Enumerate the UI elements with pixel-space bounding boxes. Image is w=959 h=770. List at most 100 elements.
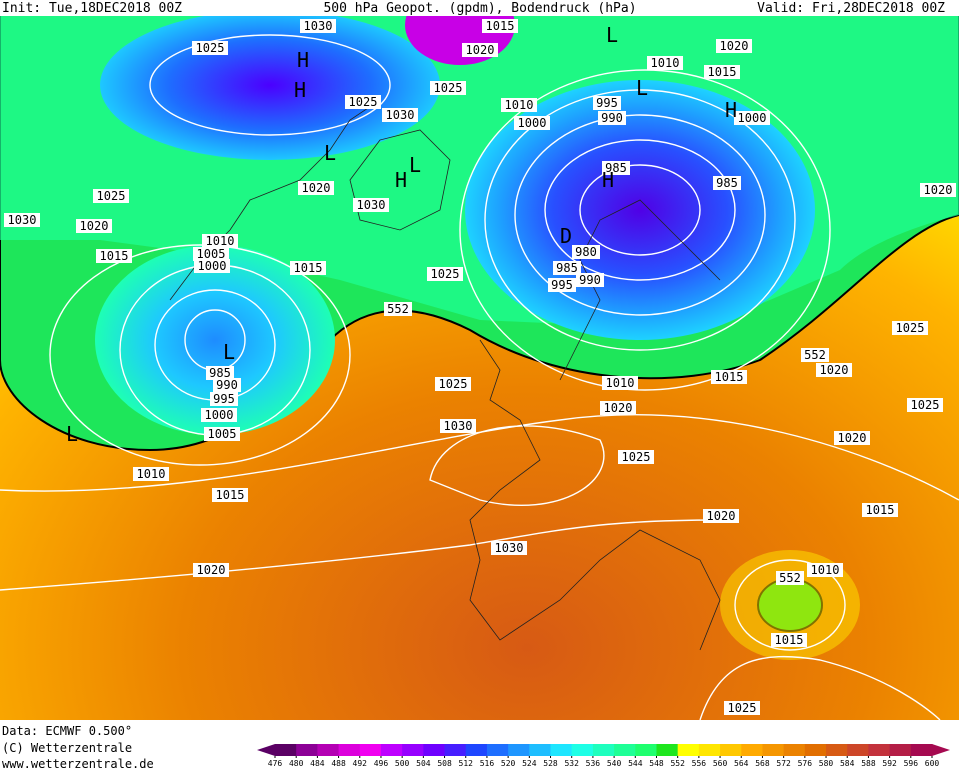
isobar-label: 1025 — [728, 701, 757, 715]
colorbar-cell — [910, 744, 933, 756]
isobar-label-box — [716, 39, 752, 53]
colorbar-label: 520 — [501, 759, 516, 768]
isobar-label-box — [734, 111, 770, 125]
pressure-center: L — [223, 340, 235, 364]
low-east — [465, 80, 815, 340]
isobar-label: 985 — [556, 261, 578, 275]
colorbar-label: 500 — [395, 759, 410, 768]
map-title: 500 hPa Geopot. (gpdm), Bodendruck (hPa) — [323, 1, 636, 16]
isobar-label-box — [501, 98, 537, 112]
isobar-label: 1000 — [205, 408, 234, 422]
isobar-label-box — [213, 378, 241, 392]
pressure-center: L — [324, 141, 336, 165]
isobar-label-box — [711, 370, 747, 384]
isobar-label-box — [193, 563, 229, 577]
colorbar-label: 560 — [713, 759, 728, 768]
isobar-label-box — [553, 261, 581, 275]
isobar-label: 1010 — [137, 467, 166, 481]
isobar-label-box — [801, 348, 829, 362]
colorbar-label: 532 — [564, 759, 579, 768]
isobar-label-box — [602, 376, 638, 390]
colorbar-cell — [656, 744, 679, 756]
isobar-label-box — [713, 176, 741, 190]
colorbar-cell — [741, 744, 763, 756]
colorbar-cell — [338, 744, 361, 756]
isobar-label: 1030 — [8, 213, 37, 227]
colorbar-arrow-right — [932, 744, 950, 756]
isobar-label-box — [192, 41, 228, 55]
isobar-label-box — [598, 111, 626, 125]
colorbar-cell — [592, 744, 615, 756]
isobar-label-box — [298, 181, 334, 195]
colorbar-label: 508 — [437, 759, 452, 768]
colorbar-cell — [296, 744, 318, 756]
colorbar-label: 512 — [459, 759, 474, 768]
isobar-label-box — [647, 56, 683, 70]
isobar-label: 980 — [575, 245, 597, 259]
isobar-label: 552 — [779, 571, 801, 585]
colorbar-label: 544 — [628, 759, 643, 768]
isobar-label-box — [907, 398, 943, 412]
colorbar-label: 548 — [649, 759, 664, 768]
isobar-label: 990 — [579, 273, 601, 287]
isobar-label: 1020 — [302, 181, 331, 195]
colorbar-label: 516 — [480, 759, 495, 768]
isobar-label: 985 — [716, 176, 738, 190]
init-time: Init: Tue,18DEC2018 00Z — [2, 1, 182, 16]
isobar-label: 1015 — [708, 65, 737, 79]
isobar-label: 1020 — [604, 401, 633, 415]
isobar-label: 1030 — [495, 541, 524, 555]
isobar-label: 990 — [601, 111, 623, 125]
isobar-label-box — [600, 401, 636, 415]
isobar-label: 1025 — [439, 377, 468, 391]
colorbar-label: 600 — [925, 759, 940, 768]
isobar-label: 1030 — [444, 419, 473, 433]
isobar-label-box — [862, 503, 898, 517]
colorbar-label: 540 — [607, 759, 622, 768]
isobar-label-box — [514, 116, 550, 130]
data-source: Data: ECMWF 0.500° — [2, 724, 132, 738]
colorbar-cell — [529, 744, 552, 756]
colorbar-cell — [465, 744, 488, 756]
isobar-label-box — [807, 563, 843, 577]
header-panel — [0, 0, 959, 16]
isobar-label: 1025 — [97, 189, 126, 203]
isobar-label-box — [920, 183, 956, 197]
colorbar-cell — [317, 744, 340, 756]
colorbar-cell — [359, 744, 382, 756]
isobar-label-box — [93, 189, 129, 203]
isobar-label: 990 — [216, 378, 238, 392]
colorbar-cell — [868, 744, 891, 756]
isobar-label: 1030 — [357, 198, 386, 212]
colorbar-cell — [698, 744, 721, 756]
colorbar-cell — [677, 744, 700, 756]
colorbar-cell — [550, 744, 573, 756]
pressure-center: L — [636, 76, 648, 100]
pressure-center: H — [297, 48, 309, 72]
isobar-label-box — [548, 278, 576, 292]
isobar-label: 1025 — [434, 81, 463, 95]
isobar-label: 1025 — [431, 267, 460, 281]
isobar-label: 552 — [387, 302, 409, 316]
isobar-label-box — [724, 701, 760, 715]
colorbar-cell — [402, 744, 424, 756]
colorbar-label: 480 — [289, 759, 304, 768]
colorbar-cell — [571, 744, 594, 756]
isobar-label: 1020 — [707, 509, 736, 523]
isobar-label-box — [210, 392, 238, 406]
colorbar-label: 596 — [904, 759, 919, 768]
colorbar-label: 536 — [586, 759, 601, 768]
colorbar-cell — [275, 744, 297, 756]
isobar-label-box — [193, 247, 229, 261]
isobar-label: 1020 — [720, 39, 749, 53]
cutoff-ring — [720, 550, 860, 660]
isobar-label-box — [4, 213, 40, 227]
isobar-label: 1015 — [486, 19, 515, 33]
isobar-label: 1015 — [775, 633, 804, 647]
isobar-label: 1015 — [294, 261, 323, 275]
isobar-label: 1030 — [304, 19, 333, 33]
isobar-label-box — [602, 161, 630, 175]
isobar-label: 1010 — [206, 234, 235, 248]
pressure-center: L — [66, 422, 78, 446]
isobar-label: 1010 — [606, 376, 635, 390]
